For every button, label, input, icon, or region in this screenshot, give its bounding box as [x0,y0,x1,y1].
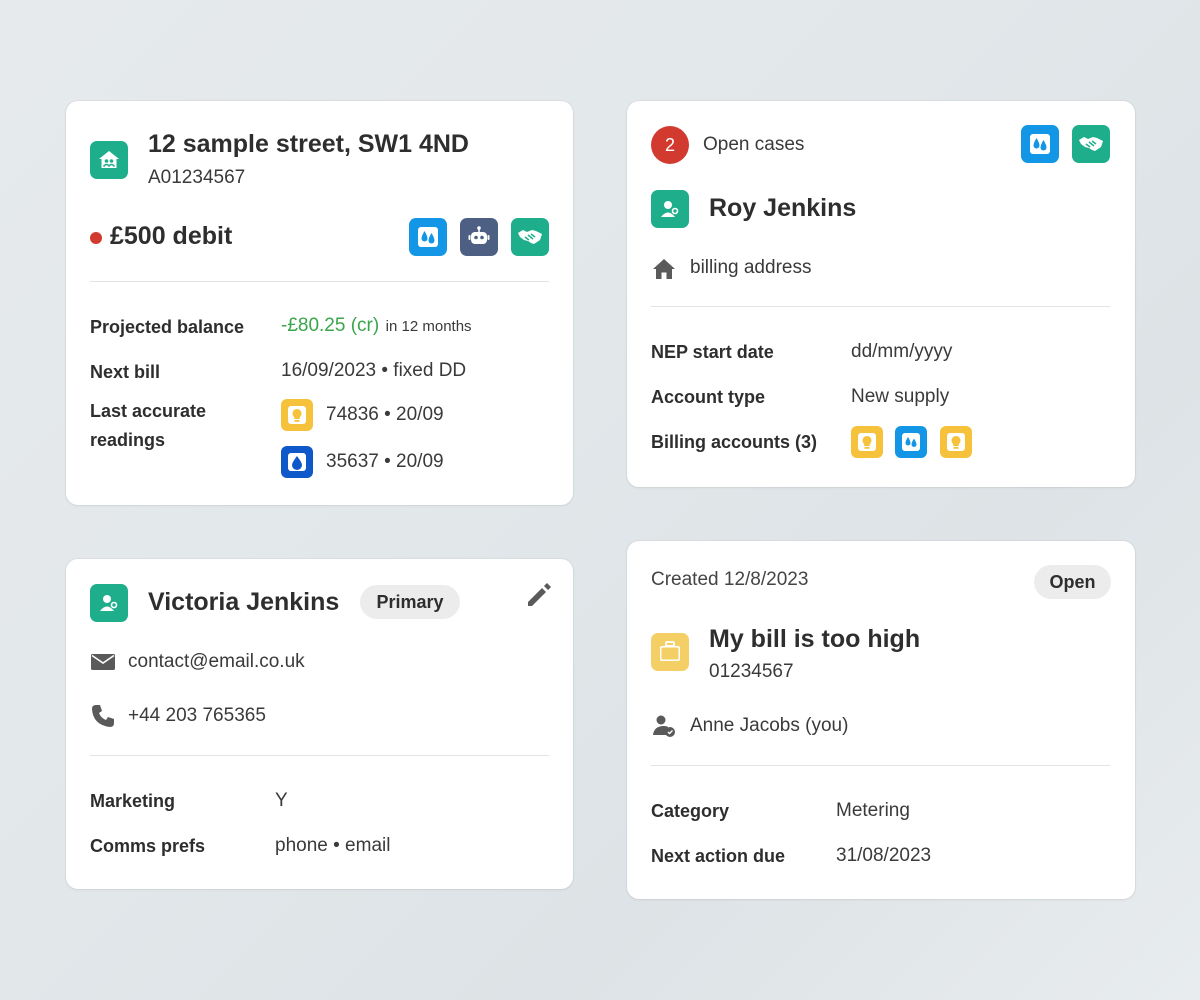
water-icon[interactable] [895,426,927,458]
account-number: A01234567 [148,167,246,188]
customer-card: 2 Open cases Roy Jenkins billing address… [627,101,1135,487]
projected-balance-label: Projected balance [90,317,245,337]
home-icon [651,256,677,282]
electricity-reading: 74836 • 20/09 [326,404,444,425]
bulb-icon [281,399,313,431]
person-icon [651,190,689,228]
case-title: My bill is too high [709,625,921,653]
property-card: 12 sample street, SW1 4ND A01234567 £500… [66,101,573,505]
case-status-badge: Open [1034,565,1111,599]
water-reading: 35637 • 20/09 [326,451,444,472]
droplet-icon [281,446,313,478]
contact-email[interactable]: contact@email.co.uk [128,651,305,672]
marketing-value: Y [275,790,288,811]
case-card: Created 12/8/2023 Open My bill is too hi… [627,541,1135,899]
marketing-label: Marketing [90,791,176,811]
water-icon[interactable] [409,218,447,256]
divider [90,755,549,756]
next-bill-value: 16/09/2023 • fixed DD [281,360,467,381]
balance-amount: £500 debit [110,222,233,250]
open-cases-badge[interactable]: 2 [651,126,689,164]
bulb-icon[interactable] [940,426,972,458]
phone-icon [90,703,116,729]
account-type-value: New supply [851,386,950,407]
next-action-label: Next action due [651,846,786,866]
divider [90,281,549,282]
billing-accounts-label: Billing accounts (3) [651,432,818,452]
projected-balance-value: -£80.25 (cr) [281,315,380,336]
projected-balance-row: -£80.25 (cr) in 12 months [281,315,472,337]
case-assignee[interactable]: Anne Jacobs (you) [690,715,849,736]
open-cases-label: Open cases [703,134,805,155]
robot-icon[interactable] [460,218,498,256]
category-value: Metering [836,800,910,821]
mail-icon [90,651,116,673]
handshake-icon[interactable] [1072,125,1110,163]
debit-status-dot [90,232,102,244]
case-created-date: Created 12/8/2023 [651,569,809,590]
contact-name: Victoria Jenkins [148,588,340,616]
projected-balance-period: in 12 months [385,318,472,335]
readings-label-line2: readings [90,430,166,450]
assignee-icon [651,713,677,739]
account-type-label: Account type [651,387,766,407]
pencil-icon[interactable] [522,576,556,610]
handshake-icon[interactable] [511,218,549,256]
customer-name: Roy Jenkins [709,194,857,222]
next-action-value: 31/08/2023 [836,845,932,866]
divider [651,765,1110,766]
briefcase-icon [651,633,689,671]
contact-card: Victoria Jenkins Primary contact@email.c… [66,559,573,889]
readings-label-line1: Last accurate [90,401,207,421]
case-number: 01234567 [709,661,794,682]
divider [651,306,1110,307]
comms-prefs-label: Comms prefs [90,836,206,856]
contact-phone[interactable]: +44 203 765365 [128,705,266,726]
comms-prefs-value: phone • email [275,835,391,856]
bulb-icon[interactable] [851,426,883,458]
nep-start-label: NEP start date [651,342,774,362]
billing-address[interactable]: billing address [690,257,812,278]
property-address: 12 sample street, SW1 4ND [148,130,469,158]
person-icon [90,584,128,622]
nep-start-value: dd/mm/yyyy [851,341,953,362]
house-people-icon [90,141,128,179]
water-icon[interactable] [1021,125,1059,163]
category-label: Category [651,801,730,821]
primary-badge: Primary [360,585,460,619]
next-bill-label: Next bill [90,362,161,382]
